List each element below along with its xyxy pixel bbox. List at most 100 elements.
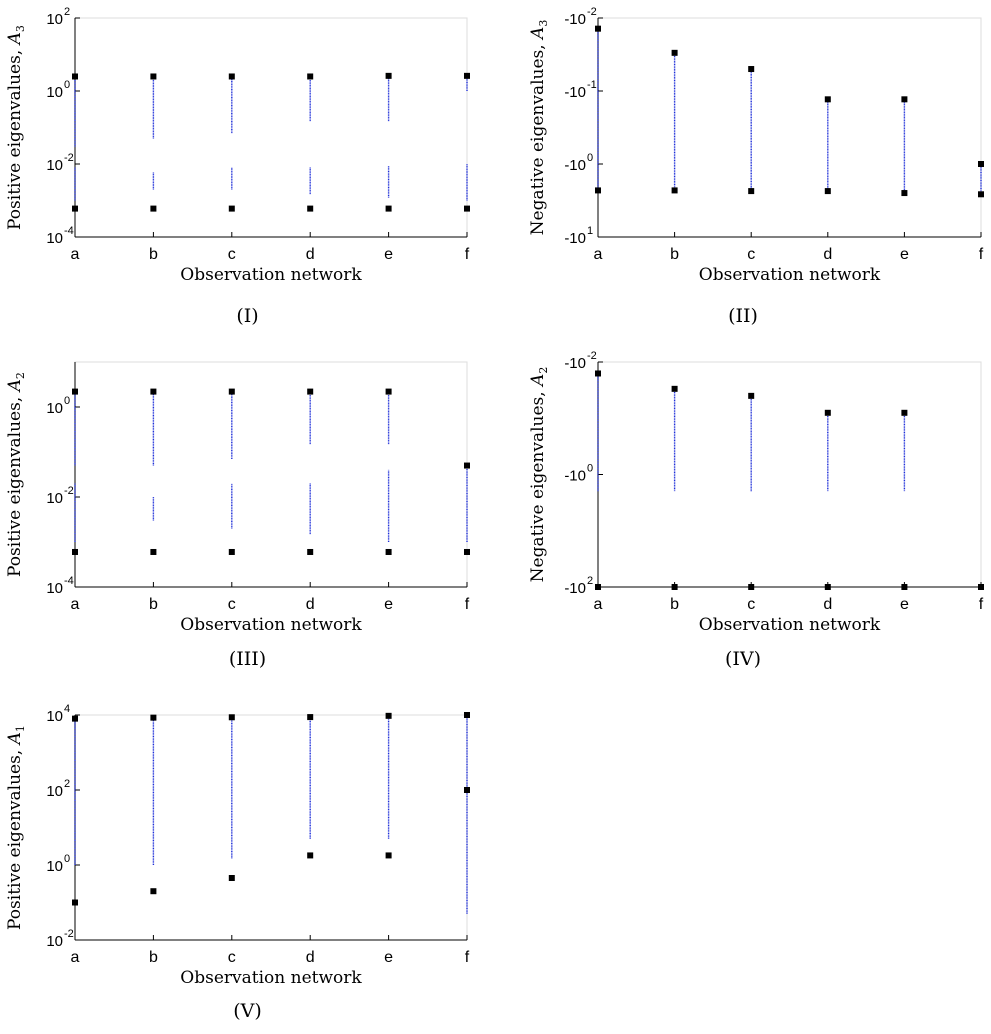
x-tick-label-e: e — [900, 596, 909, 613]
y-tick-exponent: -4 — [64, 575, 74, 587]
bound-marker-f — [464, 787, 470, 793]
y-axis-title: Negative eigenvalues, A3 — [528, 20, 550, 236]
x-tick-label-c: c — [747, 246, 755, 263]
y-tick-label: 10 — [46, 400, 63, 417]
y-tick-label: 10 — [46, 580, 63, 597]
y-tick-label: 10 — [46, 230, 63, 247]
y-tick-exponent: 1 — [587, 225, 593, 237]
bound-marker-e — [901, 409, 908, 416]
y-axis-title: Positive eigenvalues, A1 — [5, 725, 27, 930]
y-tick-exponent: 0 — [587, 152, 593, 164]
bound-marker-b — [150, 73, 157, 80]
x-axis-title: Observation network — [699, 265, 881, 285]
bound-marker-d — [824, 96, 831, 103]
y-tick-label: 10 — [46, 157, 63, 174]
bound-marker-a — [72, 899, 78, 906]
y-tick-exponent: 4 — [64, 703, 70, 715]
y-tick-label: -10 — [564, 230, 586, 247]
bound-marker-a — [72, 715, 78, 722]
y-tick-label: -10 — [564, 580, 586, 597]
y-tick-exponent: -4 — [64, 225, 74, 237]
x-tick-label-a: a — [594, 596, 603, 613]
y-tick-exponent: 0 — [587, 463, 593, 475]
x-tick-label-c: c — [228, 949, 236, 966]
bound-marker-b — [671, 385, 678, 392]
bound-marker-b — [671, 584, 678, 590]
bound-marker-d — [307, 205, 314, 212]
chart-panel-V: 10 -2 10 0 10 2 10 4 a b c d e f Observation network Po… — [0, 680, 495, 1034]
x-tick-label-b: b — [670, 246, 679, 263]
x-axis-title: Observation network — [180, 968, 362, 988]
plot-frame — [74, 17, 468, 238]
bound-marker-d — [824, 584, 831, 590]
y-tick-exponent: 0 — [64, 853, 70, 865]
x-tick-label-e: e — [384, 949, 393, 966]
caption-III: (III) — [228, 648, 267, 670]
x-tick-label-c: c — [747, 596, 755, 613]
y-tick-label: 10 — [46, 708, 63, 725]
chart-panel-II: -10 -2 -10 -1 -10 0 -10 1 a b c d e f Observation netw… — [495, 0, 991, 340]
bound-marker-b — [671, 187, 678, 194]
bound-marker-a — [72, 548, 78, 555]
bound-marker-f — [464, 205, 470, 212]
bound-marker-c — [228, 714, 235, 721]
plot-frame — [597, 17, 982, 238]
bound-marker-e — [385, 548, 392, 555]
bound-marker-e — [901, 584, 908, 590]
y-tick-label: 10 — [46, 490, 63, 507]
bound-marker-e — [385, 852, 392, 859]
x-tick-label-c: c — [228, 596, 236, 613]
x-tick-label-d: d — [306, 949, 315, 966]
bound-marker-b — [150, 714, 157, 721]
y-tick-label: -10 — [564, 355, 586, 372]
bound-marker-b — [671, 49, 678, 56]
x-axis-title: Observation network — [699, 615, 881, 635]
bound-marker-b — [150, 205, 157, 212]
x-tick-label-f: f — [465, 596, 470, 613]
x-tick-label-e: e — [384, 596, 393, 613]
bound-marker-e — [385, 72, 392, 79]
bound-marker-c — [228, 73, 235, 80]
y-tick-label: 10 — [46, 11, 63, 28]
bound-marker-c — [748, 392, 755, 399]
x-tick-label-a: a — [71, 246, 80, 263]
x-axis-title: Observation network — [180, 265, 362, 285]
y-tick-label: -10 — [564, 84, 586, 101]
bound-marker-a — [595, 187, 601, 194]
bound-marker-c — [228, 388, 235, 395]
x-tick-label-f: f — [979, 596, 984, 613]
y-tick-exponent: -2 — [64, 928, 74, 940]
caption-V: (V) — [233, 1000, 262, 1022]
bound-marker-d — [307, 852, 314, 859]
x-tick-label-f: f — [979, 246, 984, 263]
y-tick-exponent: -1 — [587, 79, 597, 91]
y-tick-exponent: 2 — [64, 778, 70, 790]
x-tick-label-d: d — [823, 246, 832, 263]
x-axis-title: Observation network — [180, 615, 362, 635]
bound-marker-a — [595, 584, 601, 590]
x-tick-label-d: d — [306, 246, 315, 263]
y-tick-exponent: 2 — [64, 6, 70, 18]
y-tick-label: -10 — [564, 11, 586, 28]
y-tick-exponent: -2 — [587, 350, 597, 362]
y-tick-exponent: -2 — [64, 152, 74, 164]
bound-marker-f — [978, 161, 984, 167]
y-tick-exponent: 2 — [587, 575, 593, 587]
plot-frame — [597, 361, 982, 588]
bound-marker-c — [228, 875, 235, 882]
bound-marker-e — [901, 190, 908, 197]
caption-IV: (IV) — [724, 648, 762, 670]
bound-marker-d — [307, 714, 314, 721]
caption-I: (I) — [236, 305, 259, 327]
bound-marker-e — [385, 388, 392, 395]
x-tick-label-a: a — [594, 246, 603, 263]
bound-marker-c — [228, 548, 235, 555]
x-tick-label-d: d — [823, 596, 832, 613]
chart-panel-III: 10 -4 10 -2 10 0 a b c d e f Observation network Posi… — [0, 340, 495, 680]
bound-marker-a — [72, 205, 78, 212]
bound-marker-f — [464, 72, 470, 79]
x-tick-label-b: b — [149, 596, 158, 613]
bound-marker-e — [385, 712, 392, 719]
